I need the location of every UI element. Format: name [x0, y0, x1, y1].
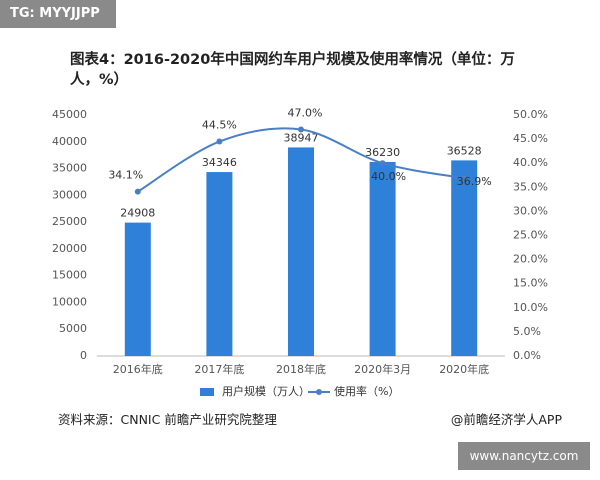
y2-tick-label: 20.0%	[513, 253, 548, 266]
y-tick-label: 20000	[52, 242, 87, 255]
y-tick-label: 15000	[52, 269, 87, 282]
line-point	[461, 175, 468, 182]
x-tick-label: 2016年底	[113, 362, 163, 376]
y-tick-label: 5000	[59, 322, 87, 335]
x-tick-label: 2020年3月	[354, 362, 411, 376]
line-point	[134, 188, 141, 195]
y-tick-label: 30000	[52, 188, 87, 201]
line-point	[216, 138, 223, 145]
y2-tick-label: 5.0%	[513, 325, 541, 338]
legend-label: 用户规模（万人）	[222, 384, 310, 398]
data-label: 47.0%	[288, 106, 323, 119]
y2-tick-label: 35.0%	[513, 180, 548, 193]
data-label: 36528	[447, 144, 482, 157]
legend-swatch	[200, 388, 214, 396]
legend-swatch	[316, 389, 322, 395]
bar	[206, 172, 233, 356]
line-point	[379, 160, 386, 167]
y2-tick-label: 0.0%	[513, 349, 541, 362]
legend-label: 使用率（%）	[334, 384, 399, 398]
y2-tick-label: 45.0%	[513, 132, 548, 145]
y2-tick-label: 25.0%	[513, 229, 548, 242]
y2-tick-label: 50.0%	[513, 108, 548, 121]
y2-tick-label: 40.0%	[513, 156, 548, 169]
x-tick-label: 2017年底	[194, 362, 244, 376]
y-tick-label: 0	[80, 349, 87, 362]
y-tick-label: 35000	[52, 162, 87, 175]
y2-tick-label: 30.0%	[513, 204, 548, 217]
y-tick-label: 40000	[52, 135, 87, 148]
bar	[124, 222, 151, 356]
bar	[288, 147, 314, 356]
y-tick-label: 25000	[52, 215, 87, 228]
credit: @前瞻经济学人APP	[450, 412, 562, 427]
y2-tick-label: 10.0%	[513, 301, 548, 314]
y-tick-label: 10000	[52, 295, 87, 308]
bar	[369, 161, 396, 356]
y2-tick-label: 15.0%	[513, 277, 548, 290]
data-label: 38947	[284, 131, 319, 144]
badge: TG: MYYJJPP	[0, 0, 116, 28]
x-tick-label: 2018年底	[276, 362, 326, 376]
data-label: 40.0%	[371, 170, 406, 183]
data-label: 36.9%	[457, 175, 492, 188]
bar	[451, 160, 478, 356]
data-label: 44.5%	[202, 119, 237, 132]
data-label: 34346	[202, 156, 237, 169]
data-label: 34.1%	[108, 169, 143, 182]
source-note: 资料来源：CNNIC 前瞻产业研究院整理	[58, 412, 277, 427]
data-label: 36230	[365, 146, 400, 159]
x-tick-label: 2020年底	[439, 362, 489, 376]
website-badge: www.nancytz.com	[458, 442, 590, 470]
data-label: 24908	[120, 207, 155, 220]
chart-title: 图表4：2016-2020年中国网约车用户规模及使用率情况（单位：万人，%）	[70, 52, 515, 88]
y-tick-label: 45000	[52, 108, 87, 121]
line-point	[298, 126, 304, 133]
